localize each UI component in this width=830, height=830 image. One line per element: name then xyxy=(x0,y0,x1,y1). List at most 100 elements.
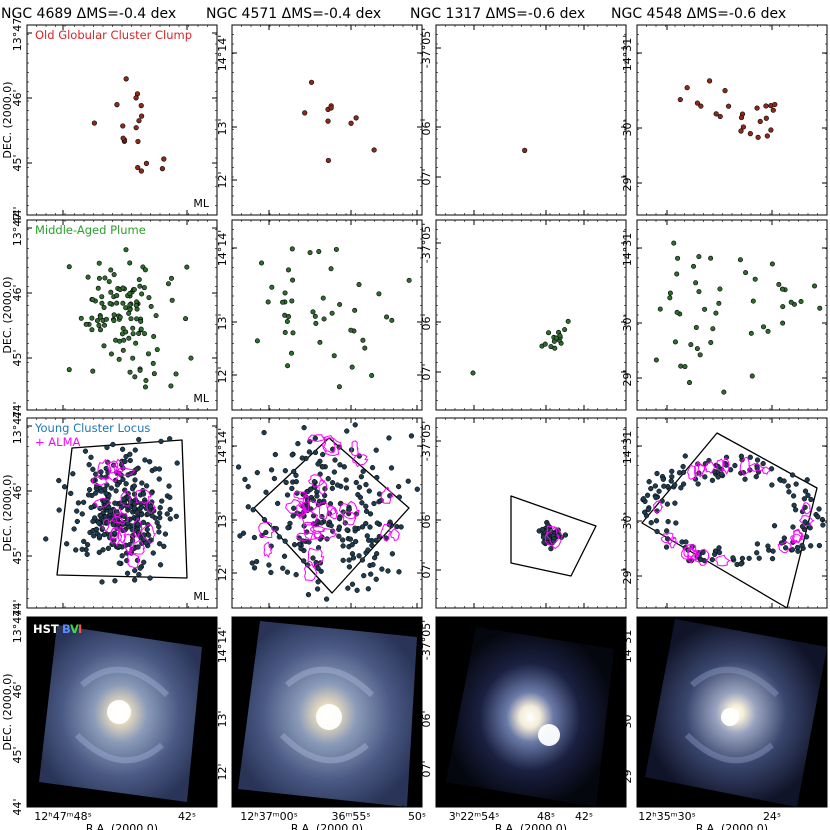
young-cluster-point xyxy=(645,506,651,513)
young-cluster-point xyxy=(284,492,291,498)
young-cluster-point xyxy=(140,519,147,526)
alma-contour xyxy=(307,474,326,488)
young-cluster-point xyxy=(365,586,371,592)
young-cluster-point xyxy=(114,482,121,488)
young-cluster-point xyxy=(769,482,775,488)
middle-aged-point xyxy=(66,264,72,270)
young-cluster-point xyxy=(785,483,791,489)
young-cluster-point xyxy=(71,526,77,532)
young-cluster-point xyxy=(240,530,247,536)
young-cluster-point xyxy=(346,564,353,570)
alma-contour xyxy=(652,500,664,514)
young-cluster-point xyxy=(389,551,396,557)
middle-aged-point xyxy=(95,285,101,291)
y-tick-label: 45' xyxy=(11,746,24,763)
column-title-2: NGC 1317 ΔMS=-0.6 dex xyxy=(410,6,585,22)
young-cluster-point xyxy=(756,555,762,561)
old-cluster-point xyxy=(159,166,166,172)
young-cluster-point xyxy=(792,507,799,513)
young-cluster-point xyxy=(162,531,169,537)
middle-aged-point xyxy=(289,246,295,252)
y-tick-label: 14°31' xyxy=(621,627,634,664)
middle-aged-point xyxy=(89,327,95,333)
spiral-arm xyxy=(80,666,170,698)
x-tick-label: 42ˢ xyxy=(178,810,196,823)
young-cluster-point xyxy=(347,536,354,542)
young-cluster-point xyxy=(98,488,104,494)
middle-aged-point xyxy=(667,290,673,296)
old-cluster-point xyxy=(120,135,126,141)
old-cluster-point xyxy=(717,113,723,120)
young-cluster-point xyxy=(82,448,89,454)
young-cluster-point xyxy=(85,492,92,498)
ml-label: ML xyxy=(193,590,209,603)
y-tick-label: 45' xyxy=(11,154,24,171)
young-cluster-point xyxy=(86,487,93,493)
young-cluster-point xyxy=(88,504,94,511)
y-tick-label: 12' xyxy=(216,366,229,383)
middle-aged-point xyxy=(761,324,767,330)
middle-aged-point xyxy=(85,274,91,280)
young-cluster-point xyxy=(263,529,269,536)
young-cluster-point xyxy=(746,555,752,561)
middle-aged-point xyxy=(780,304,786,310)
middle-aged-point xyxy=(130,325,136,331)
young-cluster-point xyxy=(100,547,106,553)
young-cluster-point xyxy=(99,579,105,585)
middle-aged-point xyxy=(107,301,113,307)
young-cluster-point xyxy=(84,551,90,557)
y-tick-label: 13°47' xyxy=(11,408,24,445)
young-cluster-point xyxy=(287,520,293,527)
young-cluster-point xyxy=(791,502,797,509)
middle-aged-point xyxy=(111,318,117,324)
middle-aged-point xyxy=(716,300,722,306)
young-cluster-point xyxy=(349,581,356,587)
y-tick-label: 30' xyxy=(621,512,634,529)
y-tick-label: 06' xyxy=(420,118,433,135)
middle-aged-point xyxy=(542,341,548,347)
middle-aged-point xyxy=(114,300,120,306)
young-cluster-point xyxy=(112,578,118,584)
young-cluster-point xyxy=(43,536,49,542)
middle-aged-point xyxy=(120,285,126,291)
young-cluster-point xyxy=(562,532,569,538)
young-cluster-point xyxy=(143,483,150,489)
middle-aged-point xyxy=(123,305,129,311)
young-cluster-point xyxy=(793,481,799,487)
x-tick-label: 50ˢ xyxy=(408,810,426,823)
spiral-arm xyxy=(279,732,369,764)
spiral-arm xyxy=(285,666,375,698)
alma-contour xyxy=(110,527,120,540)
hst-band-V: V xyxy=(70,622,79,636)
young-cluster-point xyxy=(96,520,102,526)
y-tick-label: 14°14' xyxy=(216,35,229,72)
panel-frame-r1-c2 xyxy=(435,219,627,411)
middle-aged-point xyxy=(769,261,775,267)
old-cluster-point xyxy=(371,147,377,153)
hst-label: HST xyxy=(33,622,59,636)
panel-frame-r0-c3 xyxy=(636,24,828,216)
young-cluster-point xyxy=(340,543,346,549)
young-cluster-point xyxy=(91,533,97,539)
young-cluster-point xyxy=(68,490,74,497)
young-cluster-point xyxy=(753,473,759,480)
young-cluster-point xyxy=(709,557,715,563)
young-cluster-point xyxy=(135,544,141,550)
y-tick-label: 44' xyxy=(11,599,24,616)
alma-contour xyxy=(342,511,357,526)
alma-contour xyxy=(322,435,336,453)
middle-aged-point xyxy=(169,297,175,303)
young-cluster-point xyxy=(365,547,371,553)
alma-contour xyxy=(263,541,273,558)
young-cluster-point xyxy=(669,468,675,474)
hst-image-row xyxy=(27,617,827,807)
young-cluster-point xyxy=(167,436,173,442)
young-cluster-point xyxy=(807,525,813,531)
young-cluster-point xyxy=(754,550,760,556)
old-cluster-point xyxy=(114,102,120,108)
young-cluster-point xyxy=(661,483,667,489)
middle-aged-point xyxy=(694,346,700,352)
young-cluster-point xyxy=(289,452,295,458)
young-cluster-point xyxy=(808,496,814,503)
young-cluster-point xyxy=(73,547,79,553)
